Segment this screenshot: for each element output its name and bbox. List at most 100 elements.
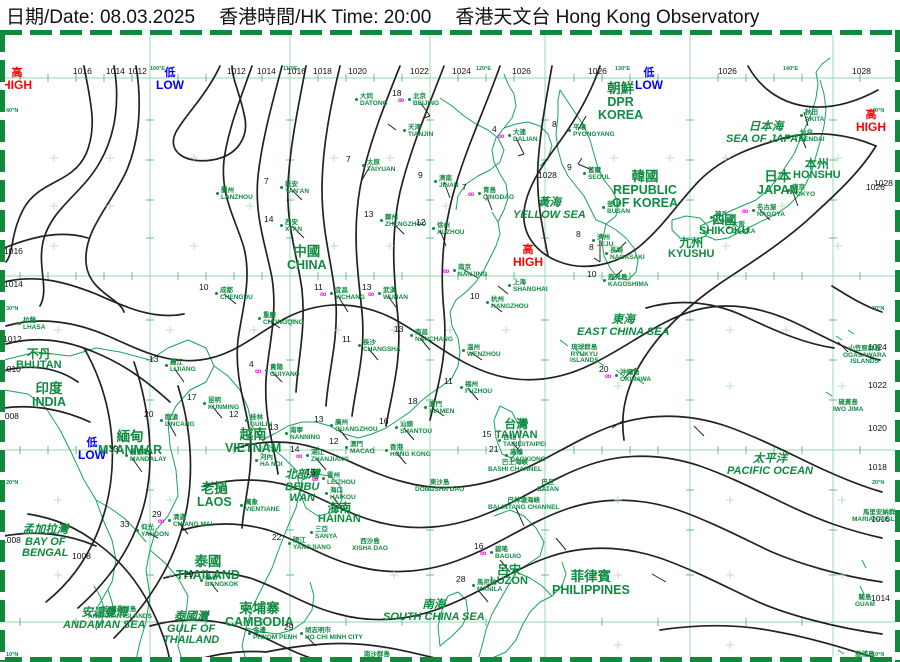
- country-label: 泰國 THAILAND: [176, 554, 240, 582]
- station-marker: [325, 492, 328, 495]
- station-marker: [727, 226, 730, 229]
- isobar-label: 1016: [4, 246, 23, 256]
- graticule-label: 10°N: [6, 652, 19, 658]
- station-label: 陽江 YANGJIANG: [293, 537, 332, 551]
- station-label: 青島 QINGDAO: [483, 187, 515, 201]
- station-label: 釜山 BUSAN: [607, 201, 631, 215]
- sea-label: 孟加拉灣 BAY OF BENGAL: [22, 524, 69, 559]
- station-label: 貴陽 GUIYANG: [270, 364, 300, 378]
- country-label: 緬甸 MYANMAR: [98, 429, 163, 457]
- station-label: 徐州 XUZHOU: [437, 222, 465, 236]
- station-marker: [508, 134, 511, 137]
- isobar-label: 1016: [73, 66, 92, 76]
- station-temperature: 33: [120, 519, 130, 529]
- country-label: 海南 HAINAN: [318, 501, 361, 526]
- station-marker: [165, 364, 168, 367]
- station-temperature: 12: [329, 436, 339, 446]
- station-marker: [795, 134, 798, 137]
- header-organisation: 香港天文台 Hong Kong Observatory: [455, 6, 760, 28]
- isobar-label: 1020: [868, 423, 887, 433]
- station-label: 清邁 CHIANG MAI: [173, 514, 213, 528]
- isobar-label: 1028: [874, 178, 893, 188]
- isobar-label: 1014: [4, 279, 23, 289]
- station-marker: [478, 192, 481, 195]
- graticule-label: 30°N: [872, 306, 885, 312]
- station-marker: [378, 292, 381, 295]
- feature-label: 硫黃島 IWO JIMA: [833, 399, 864, 413]
- country-label: 韓國 REPUBLIC OF KOREA: [612, 169, 678, 210]
- coastlines: [3, 57, 867, 661]
- station-marker: [602, 206, 605, 209]
- precipitation-symbol: oo: [398, 98, 404, 104]
- station-marker: [505, 454, 508, 457]
- feature-label: 安達曼群島 ANDAMAN ISLANDS: [88, 606, 152, 620]
- station-temperature: 13: [364, 209, 374, 219]
- station-temperature: 18: [408, 396, 418, 406]
- station-label: 澳門 MACAO: [350, 441, 375, 455]
- map-graphics-layer: [0, 30, 900, 662]
- station-marker: [592, 239, 595, 242]
- isobar-label: 1010: [2, 364, 21, 374]
- station-label: 上海 SHANGHAI: [513, 279, 548, 293]
- station-marker: [358, 344, 361, 347]
- isobar-label: 1026: [512, 66, 531, 76]
- station-temperature: 21: [489, 444, 499, 454]
- station-label: 曼谷 BANGKOK: [205, 574, 239, 588]
- station-label: 延安 YAN'AN: [285, 181, 310, 195]
- station-temperature: 16: [474, 541, 484, 551]
- station-temperature: 8: [589, 242, 594, 252]
- station-label: 高雄 GAOXIONG: [510, 449, 546, 463]
- feature-label: 巴林塘海峽 BALINTANG CHANNEL: [488, 497, 560, 511]
- station-label: 大連 DALIAN: [513, 129, 538, 143]
- station-label: 北京 BEIJING: [413, 93, 440, 107]
- station-temperature: 29: [152, 509, 162, 519]
- isobar-label: 1026: [718, 66, 737, 76]
- station-label: 台北 TAIBEI/TAIPEI: [503, 434, 547, 448]
- graticule-label: 30°N: [6, 306, 19, 312]
- precipitation-symbol: oo: [480, 551, 486, 557]
- country-label: 四國 SHIKOKU: [699, 213, 750, 238]
- station-marker: [203, 402, 206, 405]
- feature-label: 關島 GUAM: [855, 594, 875, 608]
- station-marker: [508, 284, 511, 287]
- station-label: 東京 TOKYO: [792, 184, 815, 198]
- station-label: 南京 NANJING: [458, 264, 488, 278]
- station-temperature: 20: [599, 364, 609, 374]
- country-label: 菲律賓 PHILIPPINES: [552, 569, 630, 597]
- station-marker: [240, 504, 243, 507]
- country-label: 朝鮮 DPR KOREA: [598, 81, 644, 122]
- station-label: 太原 TAIYUAN: [367, 159, 396, 173]
- station-label: 名古屋 NAGOYA: [757, 204, 785, 218]
- graticule-label: 40°N: [872, 108, 885, 114]
- station-label: 仙台 SENDAI: [800, 129, 825, 143]
- station-marker: [310, 531, 313, 534]
- precipitation-symbol: oo: [742, 209, 748, 215]
- station-label: 湛江 ZHANJIANG: [311, 449, 349, 463]
- feature-label: 小笠原群島 OGASAWARA ISLANDS: [843, 345, 887, 366]
- pressure-centre-high: 高 HIGH: [856, 109, 886, 135]
- precipitation-symbol: oo: [255, 369, 261, 375]
- isobar-label: 1012: [128, 66, 147, 76]
- country-label: 柬埔寨 CAMBODIA: [225, 601, 294, 629]
- station-marker: [498, 439, 501, 442]
- isobar-label: 1022: [868, 380, 887, 390]
- station-marker: [800, 114, 803, 117]
- station-marker: [265, 369, 268, 372]
- synoptic-map[interactable]: 高HIGH低LOW低LOW高HIGH高HIGH低LOW低LOW101610141…: [0, 30, 900, 662]
- station-marker: [168, 519, 171, 522]
- station-label: 大同 DATONG: [360, 93, 388, 107]
- isobar-label: 1014: [871, 593, 890, 603]
- station-temperature: 8: [552, 119, 557, 129]
- isobar-label: 1026: [588, 66, 607, 76]
- isobar-label: 1022: [410, 66, 429, 76]
- graticule-label: 120°E: [476, 66, 492, 72]
- station-temperature: 33: [109, 444, 119, 454]
- station-label: 重慶 CHONGQING: [263, 312, 304, 326]
- station-temperature: 14: [264, 214, 274, 224]
- sea-label: 太平洋 PACIFIC OCEAN: [727, 453, 813, 477]
- graticule-label: 40°N: [6, 108, 19, 114]
